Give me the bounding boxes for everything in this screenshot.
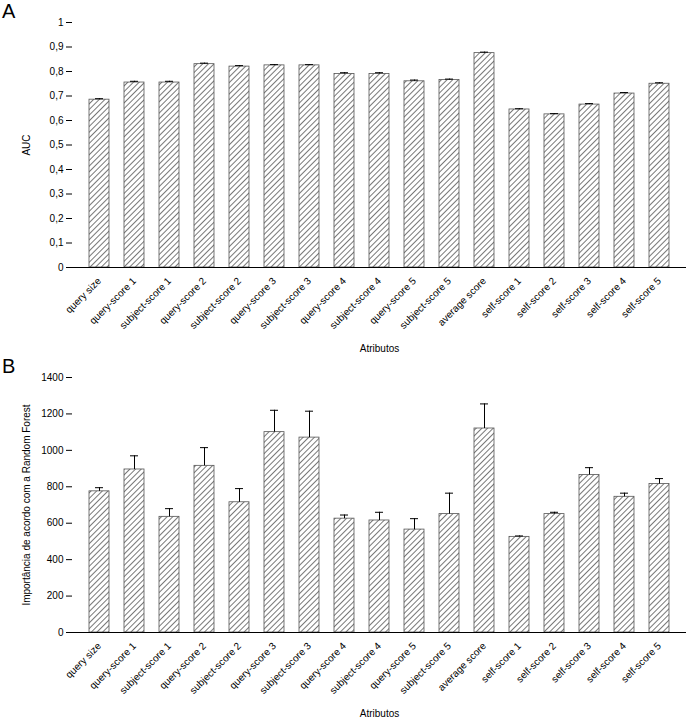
svg-text:query-score 2: query-score 2 — [157, 275, 209, 327]
svg-text:self-score 2: self-score 2 — [513, 275, 559, 320]
html-text:A: A — [2, 0, 16, 22]
svg-text:query-score 4: query-score 4 — [297, 275, 349, 327]
svg-text:0,2: 0,2 — [50, 213, 64, 224]
svg-text:self-score 2: self-score 2 — [513, 640, 559, 685]
svg-text:query size: query size — [63, 275, 104, 316]
svg-text:1000: 1000 — [41, 445, 64, 456]
svg-text:0,5: 0,5 — [50, 139, 64, 150]
svg-text:subject-score 4: subject-score 4 — [327, 275, 384, 331]
svg-text:self-score 1: self-score 1 — [478, 275, 524, 320]
svg-text:subject-score 2: subject-score 2 — [187, 640, 244, 696]
svg-text:0,6: 0,6 — [50, 115, 64, 126]
svg-text:AUC: AUC — [21, 134, 32, 155]
svg-text:600: 600 — [47, 517, 64, 528]
svg-text:0: 0 — [58, 627, 64, 638]
svg-text:1400: 1400 — [41, 372, 64, 383]
svg-text:subject-score 5: subject-score 5 — [397, 640, 454, 696]
svg-text:subject-score 1: subject-score 1 — [117, 640, 174, 696]
svg-text:subject-score 3: subject-score 3 — [257, 275, 314, 331]
svg-text:0,4: 0,4 — [50, 164, 64, 175]
svg-text:0,7: 0,7 — [50, 90, 64, 101]
svg-text:subject-score 1: subject-score 1 — [117, 275, 174, 331]
svg-text:query-score 5: query-score 5 — [367, 640, 419, 692]
svg-text:query-score 1: query-score 1 — [87, 275, 139, 327]
svg-text:self-score 3: self-score 3 — [548, 275, 594, 320]
svg-text:self-score 1: self-score 1 — [478, 640, 524, 685]
svg-text:query size: query size — [63, 640, 104, 681]
svg-text:1: 1 — [58, 17, 64, 28]
svg-text:query-score 3: query-score 3 — [227, 640, 279, 692]
svg-text:self-score 4: self-score 4 — [583, 640, 629, 685]
svg-text:subject-score 3: subject-score 3 — [257, 640, 314, 696]
svg-text:average score: average score — [436, 275, 489, 328]
svg-text:Atributos: Atributos — [360, 343, 399, 354]
svg-text:self-score 3: self-score 3 — [548, 640, 594, 685]
svg-text:800: 800 — [47, 481, 64, 492]
svg-text:subject-score 5: subject-score 5 — [397, 275, 454, 331]
svg-text:0: 0 — [58, 262, 64, 273]
svg-text:average score: average score — [436, 640, 489, 693]
svg-text:self-score 4: self-score 4 — [583, 275, 629, 320]
svg-text:Importância de acordo com a Ra: Importância de acordo com a Random Fores… — [21, 404, 32, 605]
svg-text:subject-score 2: subject-score 2 — [187, 275, 244, 331]
svg-text:0,3: 0,3 — [50, 188, 64, 199]
svg-text:query-score 5: query-score 5 — [367, 275, 419, 327]
svg-text:self-score 5: self-score 5 — [619, 275, 664, 320]
html-text:B: B — [2, 355, 16, 377]
svg-text:1200: 1200 — [41, 408, 64, 419]
svg-text:400: 400 — [47, 554, 64, 565]
svg-text:0,8: 0,8 — [50, 66, 64, 77]
svg-text:Atributos: Atributos — [360, 708, 399, 719]
svg-text:query-score 3: query-score 3 — [227, 275, 279, 327]
svg-text:query-score 1: query-score 1 — [87, 640, 139, 692]
svg-text:self-score 5: self-score 5 — [619, 640, 664, 685]
svg-text:0,9: 0,9 — [50, 41, 64, 52]
svg-text:subject-score 4: subject-score 4 — [327, 640, 384, 696]
svg-text:query-score 2: query-score 2 — [157, 640, 209, 692]
svg-text:0,1: 0,1 — [50, 237, 64, 248]
svg-text:200: 200 — [47, 590, 64, 601]
svg-text:query-score 4: query-score 4 — [297, 640, 349, 692]
